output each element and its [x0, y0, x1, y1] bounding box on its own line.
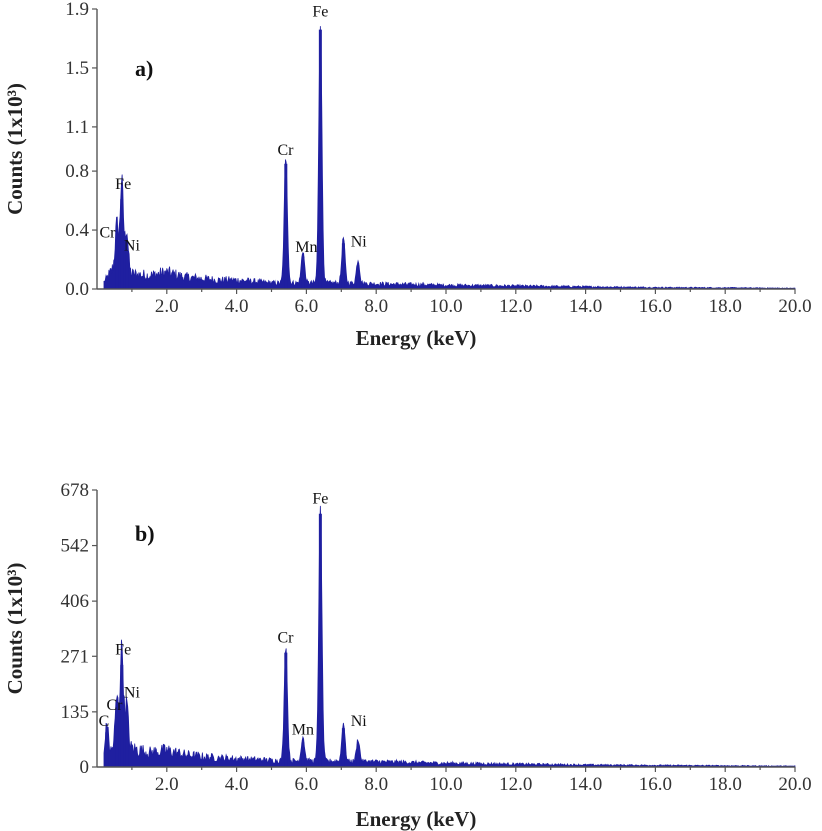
x-tick-label: 14.0: [569, 774, 602, 795]
peak-label-mn: Mn: [292, 721, 314, 738]
peak-label-c: C: [99, 713, 110, 730]
y-tick-label: 0.4: [65, 220, 89, 241]
x-tick-label: 14.0: [569, 296, 602, 317]
x-tick-label: 12.0: [499, 774, 532, 795]
peak-label-fe: Fe: [312, 3, 328, 20]
peak-label-ni: Ni: [124, 685, 141, 702]
spectrum-area: [103, 505, 796, 768]
x-tick-label: 6.0: [295, 296, 319, 317]
panel-label: a): [135, 56, 153, 81]
peak-label-mn: Mn: [295, 239, 317, 256]
x-tick-label: 12.0: [499, 296, 532, 317]
peak-label-ni: Ni: [124, 238, 141, 255]
y-tick-label: 0.8: [65, 161, 89, 182]
y-tick-label: 271: [61, 646, 90, 667]
y-axis-title: Counts (1x10³): [3, 563, 27, 695]
y-tick-label: 1.1: [65, 117, 89, 138]
x-tick-label: 4.0: [225, 774, 249, 795]
peak-label-fe: Fe: [115, 642, 131, 659]
x-tick-label: 18.0: [709, 296, 742, 317]
y-tick-label: 0: [80, 757, 90, 778]
peak-label-fe: Fe: [312, 490, 328, 507]
x-tick-label: 16.0: [639, 774, 672, 795]
x-tick-label: 2.0: [155, 774, 179, 795]
y-tick-label: 1.5: [65, 58, 89, 79]
y-tick-label: 678: [61, 480, 90, 501]
panel-label: b): [135, 521, 155, 546]
x-tick-label: 2.0: [155, 296, 179, 317]
x-tick-label: 8.0: [364, 296, 388, 317]
peak-label-ni: Ni: [351, 713, 368, 730]
spectrum-panel-b: 2.0 4.0 6.0 8.0 10.0 12.0 14.0 16.0 18.0 20.0 0 135…: [3, 480, 812, 831]
x-tick-label: 10.0: [429, 774, 462, 795]
y-tick-label: 0.0: [65, 279, 89, 300]
x-tick-label: 4.0: [225, 296, 249, 317]
peak-label-cr: Cr: [106, 697, 123, 714]
peak-label-fe: Fe: [115, 176, 131, 193]
x-axis-title: Energy (keV): [356, 326, 477, 350]
y-tick-label: 406: [61, 591, 90, 612]
y-tick-label: 542: [61, 536, 90, 557]
spectrum-area: [103, 26, 796, 290]
spectrum-panel-a: 2.0 4.0 6.0 8.0 10.0 12.0 14.0 16.0 18.0 20.0 0.0 0…: [3, 0, 812, 350]
y-tick-label: 135: [61, 702, 90, 723]
x-tick-label: 20.0: [778, 296, 811, 317]
y-tick-label: 1.9: [65, 0, 89, 20]
x-tick-label: 20.0: [778, 774, 811, 795]
y-axis-title: Counts (1x10³): [3, 83, 27, 215]
x-axis-title: Energy (keV): [356, 807, 477, 831]
peak-label-cr: Cr: [277, 629, 294, 646]
x-tick-label: 8.0: [364, 774, 388, 795]
x-tick-label: 6.0: [295, 774, 319, 795]
x-tick-label: 16.0: [639, 296, 672, 317]
peak-label-cr: Cr: [99, 224, 116, 241]
peak-label-ni: Ni: [351, 233, 368, 250]
x-tick-label: 18.0: [709, 774, 742, 795]
peak-label-cr: Cr: [277, 142, 294, 159]
x-tick-label: 10.0: [429, 296, 462, 317]
